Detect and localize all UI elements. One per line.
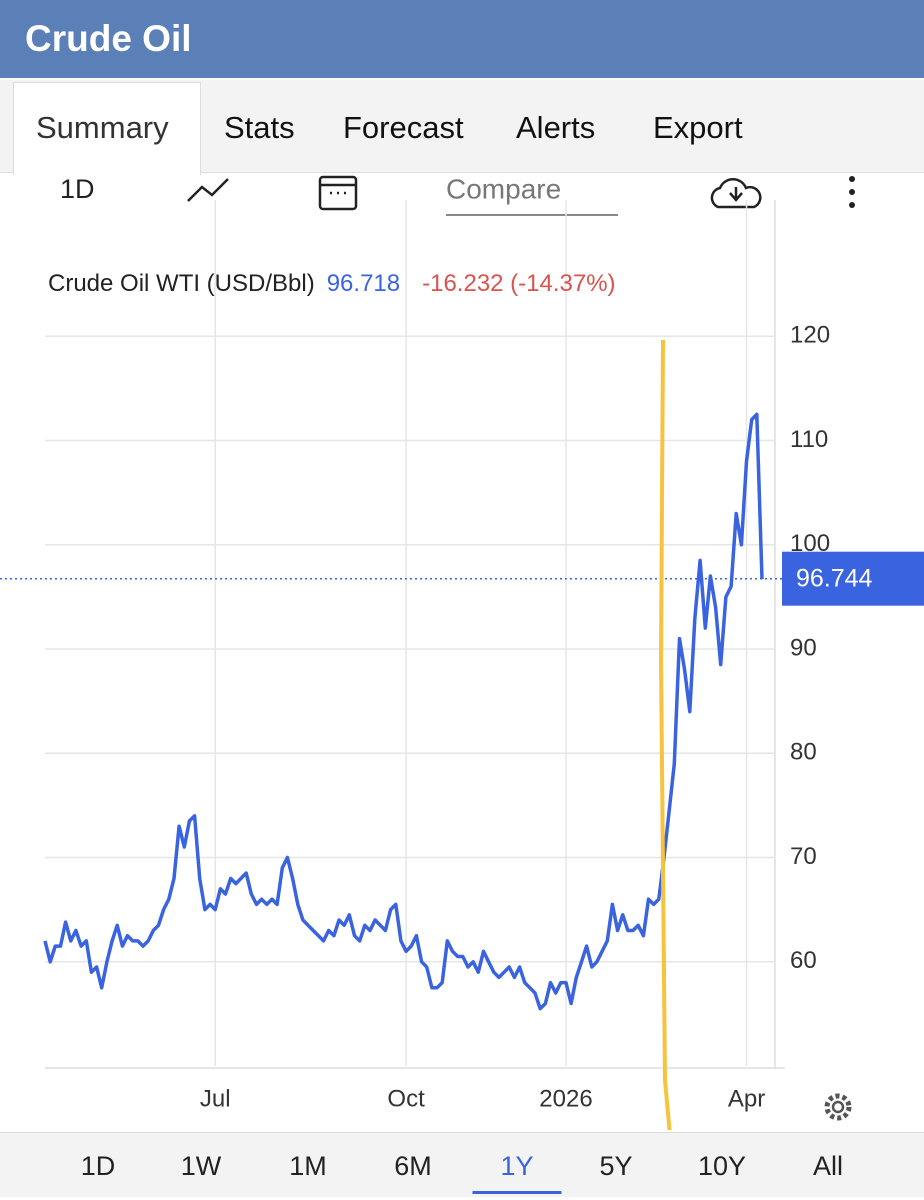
y-tick-label: 60 [790, 947, 817, 974]
header: Crude Oil [0, 0, 924, 78]
range-button[interactable]: 5Y [599, 1151, 633, 1181]
range-button[interactable]: 1M [289, 1151, 327, 1181]
chart-type-icon[interactable] [187, 178, 229, 202]
legend: Crude Oil WTI (USD/Bbl) 96.718 -16.232 (-1… [48, 270, 616, 297]
tab-bar: Summary Stats Forecast Alerts Export [0, 80, 924, 175]
y-tick-label: 110 [790, 426, 828, 453]
y-tick-label: 70 [790, 843, 817, 870]
y-tick-label: 90 [790, 634, 817, 661]
gear-ring [824, 1093, 852, 1121]
toolbar: 1D Compare [60, 173, 855, 216]
page-title: Crude Oil [25, 18, 192, 59]
range-button[interactable]: 10Y [697, 1151, 747, 1181]
drawn-annotation [658, 339, 672, 1130]
legend-name: Crude Oil WTI (USD/Bbl) [48, 270, 315, 297]
range-button[interactable]: 1Y [472, 1151, 562, 1194]
x-tick-label: Apr [728, 1085, 765, 1112]
calendar-icon[interactable] [318, 175, 358, 211]
x-tick-label: Jul [200, 1085, 231, 1112]
compare-input[interactable]: Compare [446, 173, 561, 204]
tab[interactable]: Forecast [343, 110, 464, 145]
interval-button[interactable]: 1D [60, 174, 95, 204]
legend-last-value: 96.718 [327, 270, 400, 297]
range-bar: 1D 1W 1M 6M 1Y 5Y 10Y All [0, 1132, 924, 1197]
settings-icon[interactable] [824, 1093, 852, 1121]
gear-hole [831, 1100, 845, 1114]
active-tab-bg [13, 82, 201, 175]
tab[interactable]: Alerts [516, 110, 596, 145]
download-icon[interactable] [710, 178, 762, 209]
tab[interactable]: Stats [224, 110, 295, 145]
x-tick-label: Oct [387, 1085, 425, 1112]
y-tick-label: 120 [790, 322, 830, 349]
range-button[interactable]: All [812, 1151, 844, 1181]
x-tick-label: 2026 [539, 1085, 592, 1112]
range-button[interactable]: 1W [180, 1151, 222, 1181]
range-button[interactable]: 1D [80, 1151, 116, 1181]
menu-icon[interactable] [849, 176, 855, 208]
price-marker-label: 96.744 [796, 564, 873, 592]
price-marker-box [782, 551, 924, 606]
price-line [43, 412, 764, 1011]
tab[interactable]: Summary [36, 110, 169, 145]
tab[interactable]: Export [653, 110, 743, 145]
legend-change: -16.232 (-14.37%) [422, 270, 615, 297]
y-tick-label: 80 [790, 739, 817, 766]
range-button[interactable]: 6M [394, 1151, 432, 1181]
range-underline [472, 1191, 562, 1194]
